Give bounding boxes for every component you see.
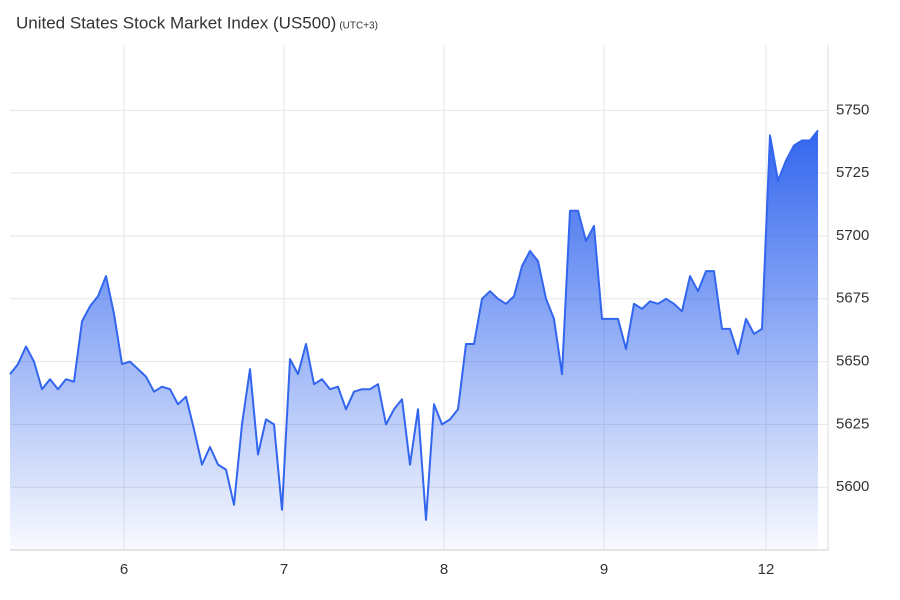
chart-title: United States Stock Market Index (US500) bbox=[16, 13, 336, 32]
x-tick-label: 8 bbox=[440, 561, 448, 578]
y-tick-label: 5675 bbox=[836, 290, 869, 307]
y-tick-label: 5625 bbox=[836, 415, 869, 432]
price-line bbox=[9, 129, 819, 521]
y-tick-label: 5725 bbox=[836, 164, 869, 181]
x-tick-label: 6 bbox=[120, 561, 128, 578]
x-tick-label: 7 bbox=[280, 561, 288, 578]
y-tick-label: 5700 bbox=[836, 227, 869, 244]
chart-subtitle: (UTC+3) bbox=[339, 21, 378, 32]
x-tick-label: 9 bbox=[600, 561, 608, 578]
y-tick-label: 5600 bbox=[836, 478, 869, 495]
x-tick-label: 12 bbox=[758, 561, 775, 578]
y-tick-label: 5650 bbox=[836, 353, 869, 370]
area-fill bbox=[10, 130, 818, 550]
y-tick-label: 5750 bbox=[836, 101, 869, 118]
